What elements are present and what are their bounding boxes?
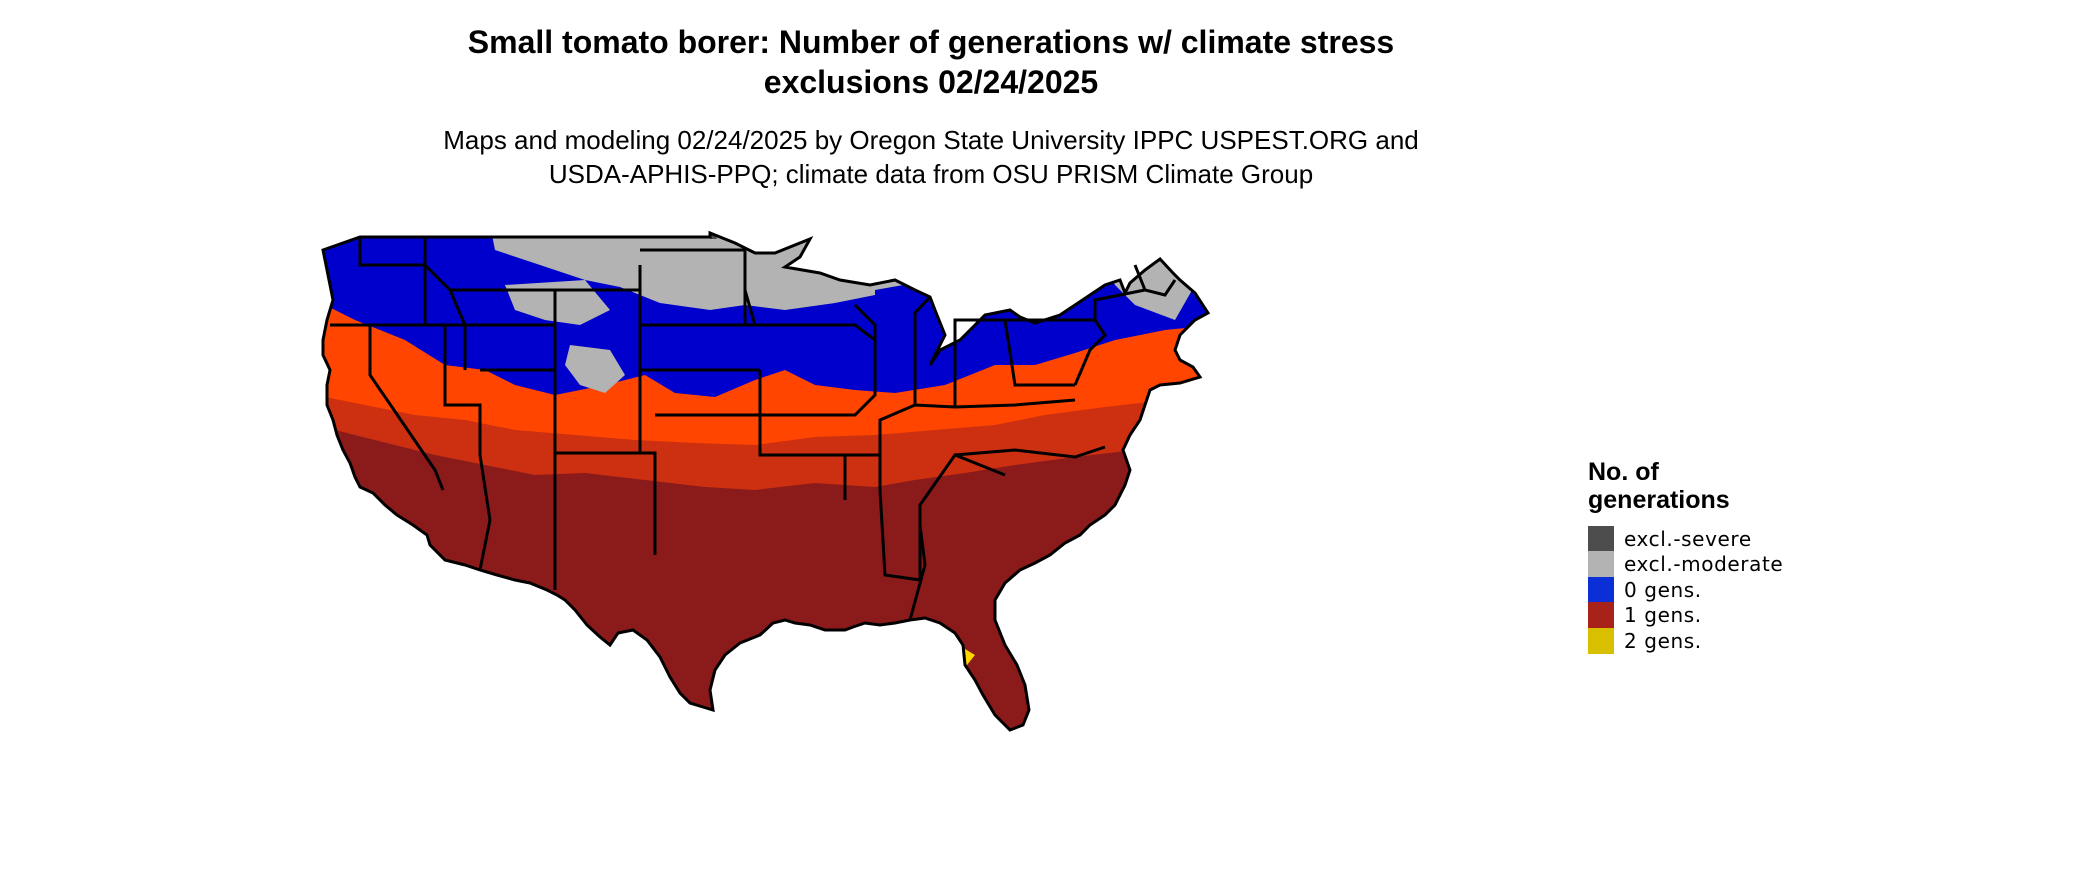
legend-label: excl.-severe	[1624, 526, 1752, 551]
map-title: Small tomato borer: Number of generation…	[0, 22, 1862, 102]
border-ca-nv	[368, 325, 445, 491]
map-title-line-2: exclusions 02/24/2025	[763, 64, 1099, 100]
border-md-de-va	[1073, 319, 1107, 386]
border-nv-az-ut	[443, 325, 492, 571]
legend-swatch	[1588, 551, 1614, 578]
legend-swatch	[1588, 602, 1614, 629]
border-il-in	[913, 295, 932, 405]
state-borders	[321, 231, 1210, 732]
legend-swatch	[1588, 627, 1614, 654]
border-la-ms-al-ga	[845, 453, 1006, 582]
legend-swatch	[1588, 525, 1614, 552]
border-ne-states	[1133, 264, 1177, 297]
map-subtitle-line-1: Maps and modeling 02/24/2025 by Oregon S…	[443, 125, 1419, 155]
legend-item-excl-severe: excl.-severe	[1588, 525, 1828, 552]
legend-item-1-gens: 1 gens.	[1588, 602, 1828, 629]
legend-label: 1 gens.	[1624, 603, 1702, 628]
border-fl-panhandle	[908, 524, 927, 621]
border-wa-or	[358, 237, 427, 287]
border-ut-co-nm	[480, 368, 640, 455]
legend-label: excl.-moderate	[1624, 552, 1784, 577]
legend-item-2-gens: 2 gens.	[1588, 627, 1828, 654]
border-ia-wi	[853, 303, 877, 340]
border-tn-ky	[878, 398, 1076, 455]
legend-item-0-gens: 0 gens.	[1588, 576, 1828, 603]
legend-item-excl-moderate: excl.-moderate	[1588, 551, 1828, 578]
border-ok-tx-ar	[655, 413, 847, 500]
legend-label: 2 gens.	[1624, 628, 1702, 653]
border-nc-sc	[954, 445, 1106, 459]
map-subtitle: Maps and modeling 02/24/2025 by Oregon S…	[0, 123, 1862, 191]
border-id	[423, 287, 465, 327]
border-pa-ny	[1005, 288, 1146, 322]
map-title-line-1: Small tomato borer: Number of generation…	[467, 24, 1395, 60]
legend-title: No. of generations	[1588, 458, 1828, 514]
legend-swatch	[1588, 576, 1614, 603]
legend-title-line-1: No. of	[1588, 458, 1659, 486]
border-ne-ks	[638, 265, 760, 372]
legend-title-line-2: generations	[1588, 486, 1730, 514]
legend-label: 0 gens.	[1624, 577, 1702, 602]
band-excl-moderate-colorado	[565, 345, 625, 393]
us-generations-map	[321, 231, 1210, 732]
map-legend: No. of generations excl.-severe excl.-mo…	[1588, 458, 1828, 654]
map-subtitle-line-2: USDA-APHIS-PPQ; climate data from OSU PR…	[548, 159, 1314, 189]
